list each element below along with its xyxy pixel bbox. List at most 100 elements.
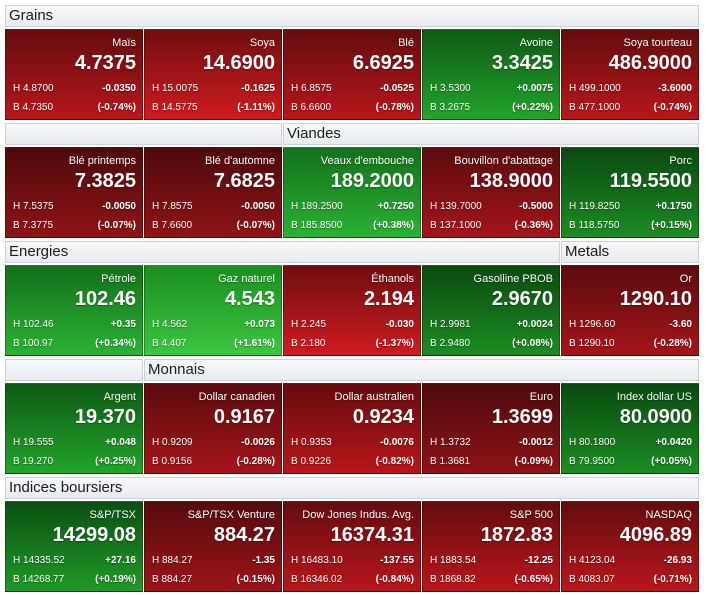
- section-header-row-grains: Grains: [5, 5, 699, 27]
- quote-tile-euro[interactable]: Euro 1.3699 H 1.3732 -0.0012 B 1.3681 (-0.…: [422, 383, 560, 474]
- quote-tile-dollar-australien[interactable]: Dollar australien 0.9234 H 0.9353 -0.0076…: [283, 383, 421, 474]
- tile-high: H 2.245: [291, 319, 327, 330]
- section-header-metals: Metals: [561, 241, 699, 263]
- tile-change-pct: (+0.15%): [651, 220, 692, 231]
- tile-low-row: B 118.5750 (+0.15%): [569, 220, 692, 232]
- tile-price: 4.7375: [74, 52, 136, 74]
- quote-tile-soya[interactable]: Soya 14.6900 H 15.0075 -0.1625 B 14.5775 (…: [144, 29, 282, 120]
- tile-name: Gaz naturel: [218, 273, 275, 285]
- tile-name: Maïs: [112, 37, 136, 49]
- quote-tile-dollar-canadien[interactable]: Dollar canadien 0.9167 H 0.9209 -0.0026 B…: [144, 383, 282, 474]
- tile-low: B 14.5775: [152, 102, 198, 113]
- tile-change-pct: (-0.71%): [653, 574, 692, 585]
- quote-tile-mais[interactable]: Maïs 4.7375 H 4.8700 -0.0350 B 4.7350 (-0.…: [5, 29, 143, 120]
- tile-high-row: H 189.2500 +0.7250: [291, 201, 414, 213]
- tile-row-indices: S&P/TSX 14299.08 H 14335.52 +27.16 B 1426…: [5, 501, 699, 592]
- tile-change: +0.1750: [655, 201, 692, 212]
- quote-tile-gasolline-pbob[interactable]: Gasolline PBOB 2.9670 H 2.9981 +0.0024 B …: [422, 265, 560, 356]
- section-header-grains: Grains: [5, 5, 699, 27]
- tile-low: B 6.6600: [291, 102, 332, 113]
- tile-low-row: B 884.27 (-0.15%): [152, 574, 275, 586]
- quote-tile-or[interactable]: Or 1290.10 H 1296.60 -3.60 B 1290.10 (-0.2…: [561, 265, 699, 356]
- quote-tile-gaz-naturel[interactable]: Gaz naturel 4.543 H 4.562 +0.073 B 4.407 (…: [144, 265, 282, 356]
- tile-change-pct: (+0.34%): [95, 338, 136, 349]
- tile-name: Porc: [669, 155, 692, 167]
- quote-tile-nasdaq[interactable]: NASDAQ 4096.89 H 4123.04 -26.93 B 4083.07…: [561, 501, 699, 592]
- tile-change-pct: (-1.37%): [375, 338, 414, 349]
- tile-high-row: H 499.1000 -3.6000: [569, 83, 692, 95]
- tile-price: 7.6825: [213, 170, 275, 192]
- tile-high-row: H 14335.52 +27.16: [13, 555, 136, 567]
- tile-change: -0.0012: [519, 437, 553, 448]
- tile-change-pct: (-1.11%): [237, 102, 275, 113]
- tile-change: +0.7250: [377, 201, 414, 212]
- tile-high: H 4.8700: [13, 83, 54, 94]
- quote-tile-soya-tourteau[interactable]: Soya tourteau 486.9000 H 499.1000 -3.6000…: [561, 29, 699, 120]
- tile-high: H 3.5300: [430, 83, 471, 94]
- tile-change: -0.5000: [519, 201, 553, 212]
- tile-high: H 14335.52: [13, 555, 65, 566]
- tile-name: Avoine: [519, 37, 553, 49]
- quote-tile-petrole[interactable]: Pétrole 102.46 H 102.46 +0.35 B 100.97 (+0…: [5, 265, 143, 356]
- tile-high-row: H 19.555 +0.048: [13, 437, 136, 449]
- tile-high: H 499.1000: [569, 83, 621, 94]
- quote-tile-dow-jones[interactable]: Dow Jones Indus. Avg. 16374.31 H 16483.1…: [283, 501, 421, 592]
- tile-low-row: B 100.97 (+0.34%): [13, 338, 136, 350]
- tile-low-row: B 1290.10 (-0.28%): [569, 338, 692, 350]
- tile-change-pct: (+1.61%): [234, 338, 275, 349]
- tile-change-pct: (-0.74%): [97, 102, 136, 113]
- tile-high-row: H 102.46 +0.35: [13, 319, 136, 331]
- quote-tile-argent[interactable]: Argent 19.370 H 19.555 +0.048 B 19.270 (+0…: [5, 383, 143, 474]
- quote-tile-ble-printemps[interactable]: Blé printemps 7.3825 H 7.5375 -0.0050 B 7…: [5, 147, 143, 238]
- market-board: Grains Maïs 4.7375 H 4.8700 -0.0350 B 4.7…: [5, 5, 699, 595]
- tile-change: +0.0024: [516, 319, 553, 330]
- section-header-row-viandes: Viandes: [5, 123, 699, 145]
- tile-high: H 189.2500: [291, 201, 343, 212]
- tile-low: B 7.6600: [152, 220, 193, 231]
- section-header-row-monnais: Monnais: [5, 359, 699, 381]
- tile-name: Or: [679, 273, 692, 285]
- tile-price: 4.543: [224, 288, 275, 310]
- quote-tile-bouvillon-abattage[interactable]: Bouvillon d'abattage 138.9000 H 139.7000…: [422, 147, 560, 238]
- tile-high-row: H 6.8575 -0.0525: [291, 83, 414, 95]
- quote-tile-sp-500[interactable]: S&P 500 1872.83 H 1883.54 -12.25 B 1868.8…: [422, 501, 560, 592]
- quote-tile-ble[interactable]: Blé 6.6925 H 6.8575 -0.0525 B 6.6600 (-0.7…: [283, 29, 421, 120]
- tile-high-row: H 2.245 -0.030: [291, 319, 414, 331]
- tile-change-pct: (+0.19%): [95, 574, 136, 585]
- tile-low-row: B 185.8500 (+0.38%): [291, 220, 414, 232]
- tile-price: 6.6925: [352, 52, 414, 74]
- quote-tile-ble-automne[interactable]: Blé d'automne 7.6825 H 7.8575 -0.0050 B 7…: [144, 147, 282, 238]
- tile-name: Dow Jones Indus. Avg.: [302, 509, 414, 521]
- tile-low-row: B 7.3775 (-0.07%): [13, 220, 136, 232]
- tile-price: 0.9167: [213, 406, 275, 428]
- tile-high-row: H 4.562 +0.073: [152, 319, 275, 331]
- tile-name: Blé d'automne: [205, 155, 275, 167]
- quote-tile-avoine[interactable]: Avoine 3.3425 H 3.5300 +0.0075 B 3.2675 (+…: [422, 29, 560, 120]
- tile-change-pct: (+0.08%): [512, 338, 553, 349]
- quote-tile-sp-tsx-venture[interactable]: S&P/TSX Venture 884.27 H 884.27 -1.35 B 8…: [144, 501, 282, 592]
- quote-tile-ethanols[interactable]: Éthanols 2.194 H 2.245 -0.030 B 2.180 (-1.…: [283, 265, 421, 356]
- tile-high: H 884.27: [152, 555, 193, 566]
- tile-high-row: H 119.8250 +0.1750: [569, 201, 692, 213]
- quote-tile-porc[interactable]: Porc 119.5500 H 119.8250 +0.1750 B 118.57…: [561, 147, 699, 238]
- tile-high-row: H 1.3732 -0.0012: [430, 437, 553, 449]
- tile-high-row: H 4123.04 -26.93: [569, 555, 692, 567]
- tile-change: -1.35: [252, 555, 275, 566]
- tile-change-pct: (-0.07%): [236, 220, 275, 231]
- tile-low: B 0.9226: [291, 456, 332, 467]
- tile-change: +0.35: [110, 319, 136, 330]
- tile-high: H 15.0075: [152, 83, 199, 94]
- tile-low: B 4083.07: [569, 574, 615, 585]
- tile-low-row: B 1868.82 (-0.65%): [430, 574, 553, 586]
- tile-high: H 102.46: [13, 319, 54, 330]
- section-header-indices-boursiers: Indices boursiers: [5, 477, 699, 499]
- tile-high-row: H 0.9353 -0.0076: [291, 437, 414, 449]
- tile-low-row: B 0.9156 (-0.28%): [152, 456, 275, 468]
- tile-price: 1872.83: [480, 524, 553, 546]
- quote-tile-sp-tsx[interactable]: S&P/TSX 14299.08 H 14335.52 +27.16 B 1426…: [5, 501, 143, 592]
- tile-change: -3.60: [669, 319, 692, 330]
- quote-tile-veaux-embouche[interactable]: Veaux d'embouche 189.2000 H 189.2500 +0.7…: [283, 147, 421, 238]
- tile-low-row: B 4083.07 (-0.71%): [569, 574, 692, 586]
- quote-tile-index-dollar-us[interactable]: Index dollar US 80.0900 H 80.1800 +0.0420…: [561, 383, 699, 474]
- tile-price: 3.3425: [491, 52, 553, 74]
